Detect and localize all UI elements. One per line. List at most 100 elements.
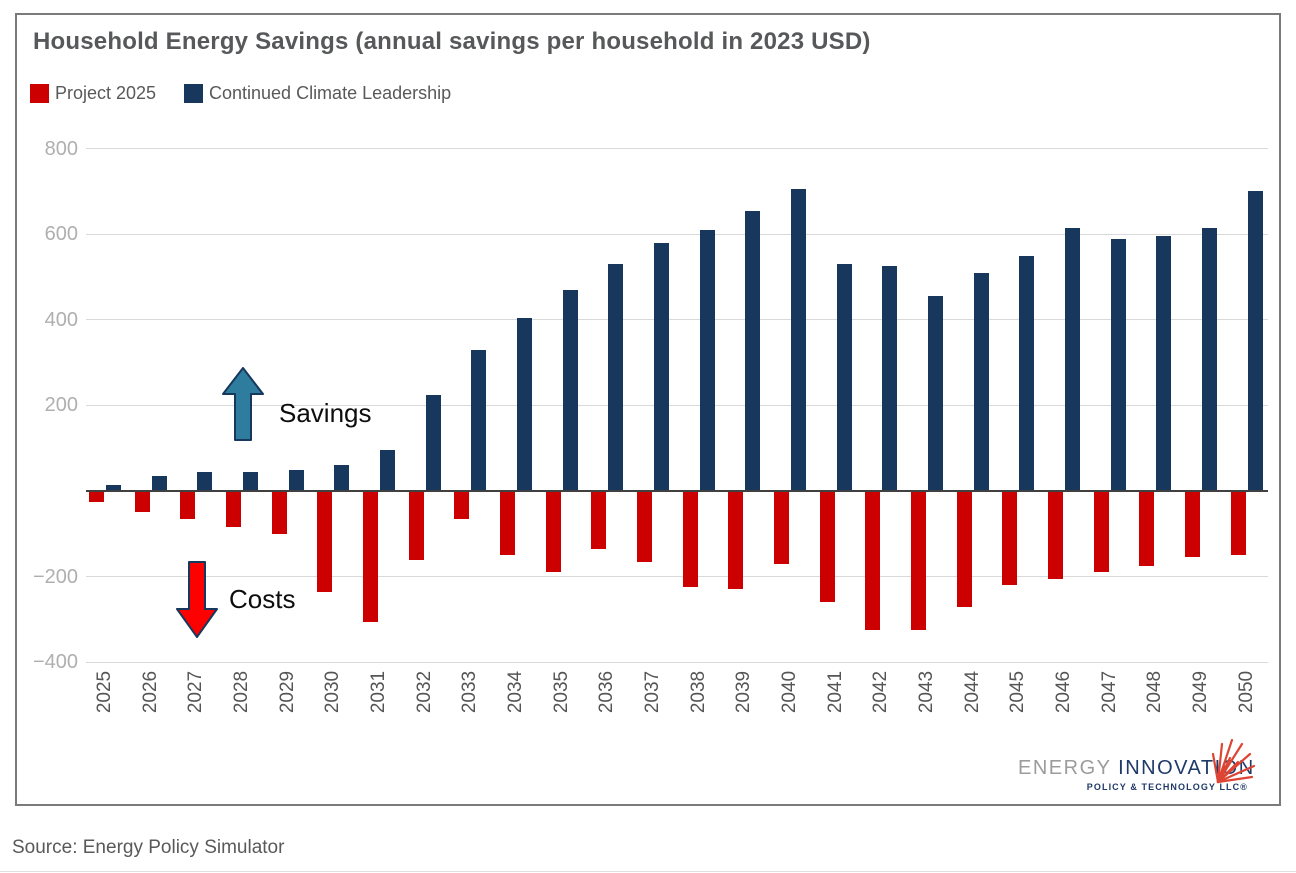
x-tick-label-2037: 2037 — [641, 670, 663, 714]
bar-project-2025-2037 — [636, 491, 652, 562]
y-tick-label-400: 400 — [44, 308, 78, 331]
x-tick-label-2034: 2034 — [504, 670, 526, 714]
x-tick-label-2044: 2044 — [961, 670, 983, 714]
savings-annotation-label: Savings — [279, 398, 372, 428]
gridline-800 — [86, 148, 1268, 150]
bar-continued-climate-leadership-2041 — [836, 264, 852, 491]
x-tick-label-2047: 2047 — [1098, 670, 1120, 714]
bar-continued-climate-leadership-2034 — [516, 317, 532, 491]
bar-project-2025-2048 — [1139, 491, 1155, 566]
bar-continued-climate-leadership-2037 — [653, 242, 669, 491]
bar-continued-climate-leadership-2045 — [1019, 255, 1035, 491]
x-tick-label-2033: 2033 — [459, 670, 481, 714]
bar-project-2025-2043 — [910, 491, 926, 631]
bar-continued-climate-leadership-2026 — [151, 476, 167, 491]
y-tick-label--400: −400 — [32, 651, 78, 674]
bar-project-2025-2030 — [317, 491, 333, 592]
bar-continued-climate-leadership-2029 — [288, 469, 304, 491]
x-tick-label-2039: 2039 — [733, 670, 755, 714]
bar-project-2025-2035 — [545, 491, 561, 573]
costs-down-arrow-icon — [176, 561, 218, 638]
logo-starburst-icon — [1211, 738, 1256, 784]
x-tick-label-2028: 2028 — [230, 670, 252, 714]
bar-project-2025-2039 — [728, 491, 744, 590]
bar-project-2025-2031 — [362, 491, 378, 622]
bar-continued-climate-leadership-2027 — [197, 471, 213, 491]
gridline--400 — [86, 661, 1268, 663]
savings-up-arrow-icon — [222, 367, 264, 441]
bar-project-2025-2026 — [134, 491, 150, 513]
bar-continued-climate-leadership-2039 — [745, 210, 761, 491]
x-tick-label-2045: 2045 — [1007, 670, 1029, 714]
bar-project-2025-2036 — [591, 491, 607, 549]
x-axis-line — [86, 490, 1268, 492]
bar-continued-climate-leadership-2028 — [242, 471, 258, 491]
x-tick-label-2048: 2048 — [1144, 670, 1166, 714]
logo-word-energy: ENERGY — [1018, 757, 1112, 779]
bar-continued-climate-leadership-2048 — [1156, 236, 1172, 491]
bar-project-2025-2025 — [89, 491, 104, 502]
y-tick-label-200: 200 — [44, 394, 78, 417]
x-tick-label-2029: 2029 — [276, 670, 298, 714]
x-tick-label-2026: 2026 — [139, 670, 161, 714]
chart-title: Household Energy Savings (annual savings… — [33, 28, 871, 55]
bar-project-2025-2041 — [819, 491, 835, 603]
x-tick-label-2046: 2046 — [1052, 670, 1074, 714]
source-note: Source: Energy Policy Simulator — [12, 837, 285, 858]
bar-continued-climate-leadership-2040 — [790, 189, 806, 491]
x-tick-label-2025: 2025 — [94, 670, 115, 714]
bar-project-2025-2046 — [1047, 491, 1063, 579]
x-tick-label-2043: 2043 — [915, 670, 937, 714]
legend-label-project-2025: Project 2025 — [55, 83, 157, 103]
x-tick-label-2038: 2038 — [687, 670, 709, 714]
bar-project-2025-2045 — [1002, 491, 1018, 586]
gridline--200 — [86, 576, 1268, 578]
bar-project-2025-2032 — [408, 491, 424, 560]
bottom-divider — [0, 871, 1296, 872]
bar-continued-climate-leadership-2046 — [1064, 227, 1080, 491]
bar-continued-climate-leadership-2025 — [106, 484, 121, 491]
y-tick-label--200: −200 — [32, 565, 78, 588]
gridline-200 — [86, 404, 1268, 406]
legend-label-continued-climate-leadership: Continued Climate Leadership — [209, 83, 452, 103]
x-tick-label-2049: 2049 — [1189, 670, 1211, 714]
costs-annotation-label: Costs — [229, 584, 296, 614]
bar-continued-climate-leadership-2047 — [1110, 238, 1126, 491]
bar-continued-climate-leadership-2033 — [471, 349, 487, 491]
bar-continued-climate-leadership-2050 — [1247, 191, 1263, 491]
x-tick-label-2041: 2041 — [824, 670, 846, 714]
legend-item-continued-climate-leadership: Continued Climate Leadership — [184, 84, 451, 103]
bar-project-2025-2049 — [1184, 491, 1200, 558]
bar-continued-climate-leadership-2042 — [882, 266, 898, 491]
x-tick-label-2035: 2035 — [550, 670, 572, 714]
bar-project-2025-2034 — [499, 491, 515, 556]
bar-continued-climate-leadership-2049 — [1201, 227, 1217, 491]
legend-swatch-continued-climate-leadership — [184, 84, 203, 103]
bar-continued-climate-leadership-2044 — [973, 272, 989, 491]
bar-project-2025-2038 — [682, 491, 698, 588]
x-tick-label-2050: 2050 — [1235, 670, 1257, 714]
x-tick-label-2032: 2032 — [413, 670, 435, 714]
bar-project-2025-2050 — [1230, 491, 1246, 556]
x-tick-label-2040: 2040 — [778, 670, 800, 714]
x-tick-label-2036: 2036 — [596, 670, 618, 714]
gridline-600 — [86, 233, 1268, 235]
bar-continued-climate-leadership-2038 — [699, 229, 715, 491]
y-tick-label-600: 600 — [44, 223, 78, 246]
x-tick-label-2030: 2030 — [322, 670, 344, 714]
bar-project-2025-2033 — [454, 491, 470, 519]
legend-swatch-project-2025 — [30, 84, 49, 103]
bar-project-2025-2029 — [271, 491, 287, 534]
bar-project-2025-2042 — [865, 491, 881, 631]
x-tick-label-2031: 2031 — [367, 670, 389, 714]
x-tick-label-2027: 2027 — [185, 670, 207, 714]
bar-continued-climate-leadership-2043 — [927, 296, 943, 491]
x-tick-label-2042: 2042 — [870, 670, 892, 714]
bar-project-2025-2044 — [956, 491, 972, 607]
bar-project-2025-2027 — [180, 491, 196, 519]
bar-project-2025-2028 — [225, 491, 241, 528]
bar-project-2025-2040 — [773, 491, 789, 564]
bar-continued-climate-leadership-2030 — [334, 465, 350, 491]
bar-continued-climate-leadership-2035 — [562, 289, 578, 491]
